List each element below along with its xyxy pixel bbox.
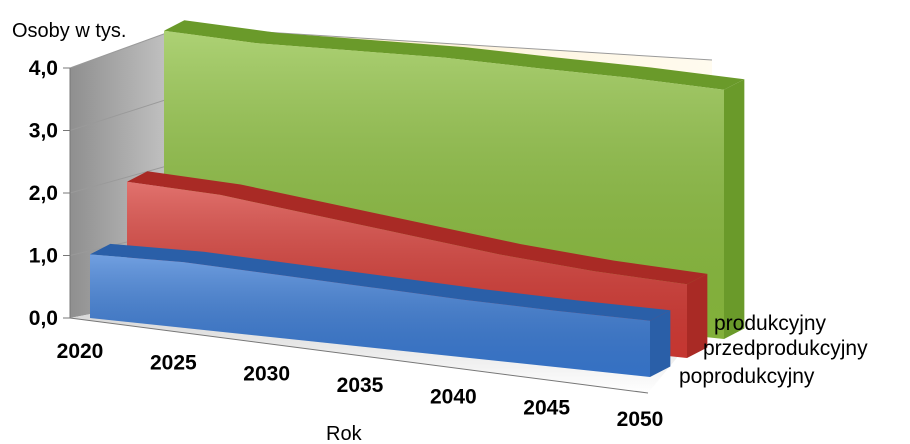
series-end-produkcyjny [724,79,745,339]
series-label-poprodukcyjny: poprodukcyjny [679,365,815,388]
y-tick-labels: 0,0 1,0 2,0 3,0 4,0 [29,57,70,330]
series-top-produkcyjny [164,20,745,90]
series-end-przedprodukcyjny [687,273,708,358]
series-shade-poprodukcyjny [90,254,650,377]
y-tick-label: 0,0 [29,307,58,330]
series-top-przedprodukcyjny [127,171,708,285]
x-tick-label: 2050 [617,408,664,431]
x-tick-labels: 2020 2025 2030 2035 2040 2045 2050 [57,340,664,431]
x-tick-label: 2020 [57,340,104,363]
series-label-produkcyjny: produkcyjny [714,312,827,335]
y-tick-label: 3,0 [29,120,58,143]
x-axis-title: Rok [326,423,363,444]
series-label-przedprodukcyjny: przedprodukcyjny [703,337,868,360]
series-end-poprodukcyjny [650,310,671,377]
y-tick-label: 1,0 [29,245,58,268]
series-poprodukcyjny [90,243,671,377]
y-axis-title: Osoby w tys. [12,20,126,42]
y-tick-label: 4,0 [29,57,58,80]
series-top-poprodukcyjny [90,243,671,321]
y-tick-label: 2,0 [29,182,58,205]
x-tick-label: 2045 [523,397,570,420]
x-tick-label: 2040 [430,385,477,408]
x-tick-label: 2025 [150,351,197,374]
x-tick-label: 2035 [337,374,384,397]
series-layer [90,20,745,377]
x-tick-label: 2030 [243,363,290,386]
x-axis-line [69,317,649,394]
